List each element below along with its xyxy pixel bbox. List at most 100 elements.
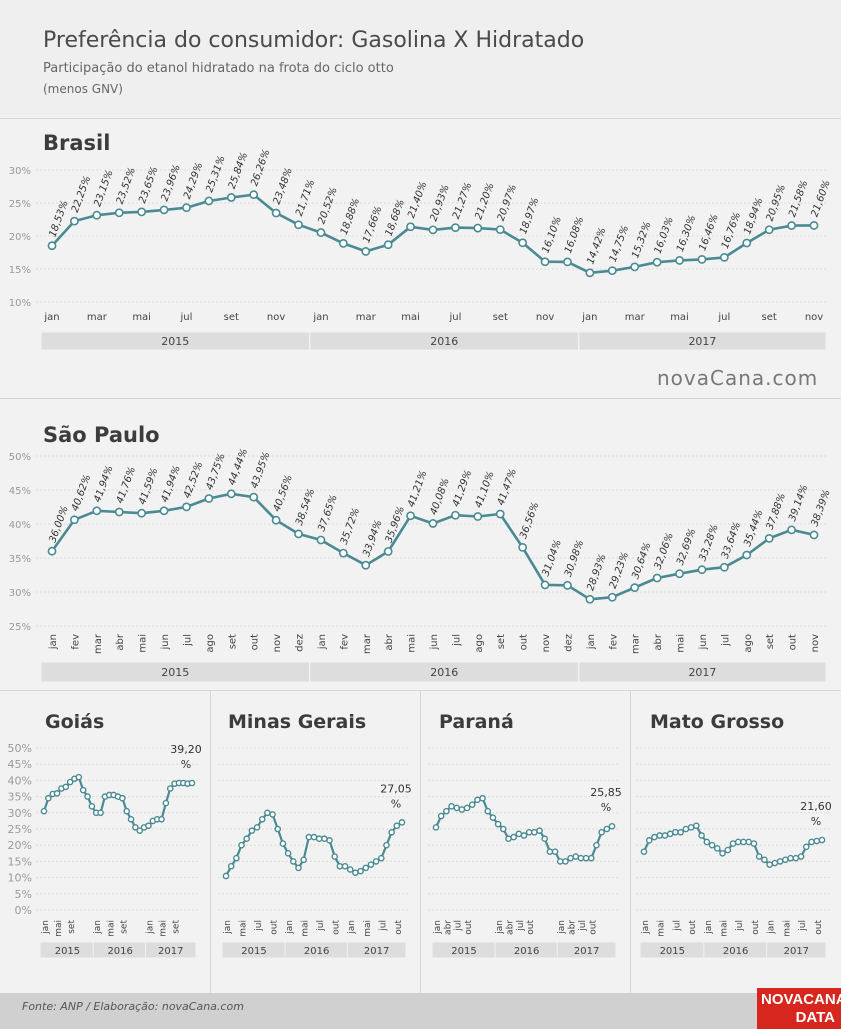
data-label: 42,52% xyxy=(182,460,205,500)
data-point xyxy=(388,828,395,836)
data-point xyxy=(651,833,658,841)
y-tick-label: 45% xyxy=(8,758,32,771)
x-tick-label: jan xyxy=(347,920,357,935)
data-point xyxy=(432,824,440,831)
data-point xyxy=(204,494,214,503)
year-label: 2016 xyxy=(430,335,458,348)
data-label: 37,65% xyxy=(316,493,339,533)
data-label: 23,96% xyxy=(160,163,183,203)
x-tick-label: abr xyxy=(568,920,578,935)
data-label: 20,52% xyxy=(316,186,339,226)
year-label: 2015 xyxy=(241,946,266,957)
data-label: 16,76% xyxy=(720,211,743,251)
data-point xyxy=(551,848,559,855)
x-tick-label: nov xyxy=(810,634,821,652)
x-tick-label: out xyxy=(788,634,799,650)
data-point xyxy=(346,866,354,873)
x-tick-label: jun xyxy=(698,634,709,650)
data-point xyxy=(137,508,147,518)
year-label: 2016 xyxy=(430,666,458,679)
x-tick-label: jul xyxy=(182,634,193,647)
page-subtitle-note: (menos GNV) xyxy=(43,82,123,96)
data-point xyxy=(630,262,640,272)
data-point xyxy=(764,534,774,543)
x-tick-label: jul xyxy=(516,920,526,932)
data-point xyxy=(540,257,550,267)
data-label: 25,31% xyxy=(204,154,227,194)
data-point xyxy=(675,256,684,265)
data-label: 23,65% xyxy=(137,165,160,205)
x-tick-label: nov xyxy=(272,634,283,652)
x-tick-label: mai xyxy=(407,634,418,653)
x-tick-label: jun xyxy=(429,634,440,650)
data-label: 26,26% xyxy=(249,148,272,188)
data-label: 21,40% xyxy=(406,180,429,220)
data-point xyxy=(520,832,528,839)
y-tick-label: 50% xyxy=(9,452,31,463)
end-value-unit: % xyxy=(811,815,821,828)
data-point xyxy=(182,203,191,213)
data-point xyxy=(182,502,191,512)
data-point xyxy=(531,828,538,836)
y-tick-label: 20% xyxy=(8,839,32,852)
chart-title: Paraná xyxy=(439,711,514,733)
data-point xyxy=(540,580,550,590)
data-label: 16,46% xyxy=(697,213,720,253)
data-point xyxy=(137,207,147,217)
data-point xyxy=(750,840,758,847)
data-label: 16,08% xyxy=(563,215,586,255)
x-tick-label: jul xyxy=(454,920,464,932)
data-point xyxy=(652,573,662,583)
data-point xyxy=(40,807,48,815)
data-point xyxy=(608,822,616,830)
data-point xyxy=(159,506,169,516)
year-label: 2015 xyxy=(55,946,80,957)
x-tick-label: mai xyxy=(657,920,667,937)
x-tick-label: mai xyxy=(239,920,249,937)
data-label: 17,66% xyxy=(361,205,384,245)
x-tick-label: out xyxy=(519,634,530,650)
data-label: 21,71% xyxy=(294,178,317,218)
data-point xyxy=(70,216,79,226)
data-label: 43,75% xyxy=(204,452,227,492)
data-point xyxy=(45,794,52,802)
data-point xyxy=(518,542,528,552)
x-tick-label: abr xyxy=(653,633,664,650)
data-point xyxy=(289,858,297,865)
series-line xyxy=(225,811,403,877)
data-point xyxy=(755,853,763,860)
y-tick-label: 25% xyxy=(9,622,31,633)
data-label: 14,42% xyxy=(585,226,608,266)
end-value-unit: % xyxy=(391,797,401,810)
data-point xyxy=(166,785,174,792)
x-tick-label: set xyxy=(762,312,777,323)
chart-title: Mato Grosso xyxy=(650,711,784,733)
data-point xyxy=(607,266,617,276)
data-point xyxy=(361,247,371,256)
data-point xyxy=(406,511,415,521)
data-point xyxy=(383,547,393,556)
y-tick-label: 50% xyxy=(8,742,32,755)
y-tick-label: 30% xyxy=(9,588,31,599)
x-tick-label: jan xyxy=(767,920,777,935)
data-point xyxy=(300,856,307,864)
x-tick-label: jul xyxy=(720,634,731,647)
x-tick-label: jan xyxy=(43,312,59,323)
data-point xyxy=(563,580,572,590)
data-point xyxy=(338,548,348,558)
data-point xyxy=(132,824,139,831)
x-tick-label: jul xyxy=(578,920,588,932)
y-tick-label: 35% xyxy=(8,791,32,804)
data-point xyxy=(652,257,662,267)
x-tick-label: dez xyxy=(295,634,306,652)
data-point xyxy=(499,825,507,833)
chart-title: Minas Gerais xyxy=(228,711,366,733)
page-title: Preferência do consumidor: Gasolina X Hi… xyxy=(43,28,585,53)
data-point xyxy=(119,794,126,802)
x-tick-label: jan xyxy=(317,634,328,650)
data-point xyxy=(249,190,259,200)
data-point xyxy=(719,252,729,262)
data-label: 39,14% xyxy=(787,483,810,523)
x-tick-label: jan xyxy=(557,920,567,935)
data-label: 21,27% xyxy=(451,181,474,221)
